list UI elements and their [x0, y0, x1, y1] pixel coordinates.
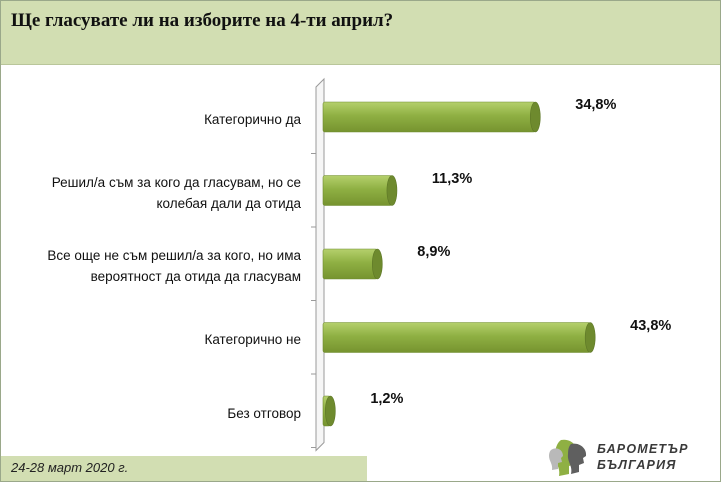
barometer-bulgaria-logo: БАРОМЕТЪР БЪЛГАРИЯ [549, 436, 717, 478]
footer-band: 24-28 март 2020 г. [1, 456, 367, 481]
bar-body [322, 101, 536, 133]
value-label: 8,9% [417, 244, 451, 260]
value-label: 34,8% [575, 97, 617, 113]
bar-end-cap [386, 175, 398, 206]
survey-date: 24-28 март 2020 г. [11, 460, 129, 475]
bar-4 [322, 322, 596, 353]
bar-5 [322, 395, 336, 427]
bar-end-cap [529, 101, 541, 133]
bar-end-cap [371, 248, 383, 280]
bar-body [322, 322, 591, 353]
category-label: Без отговор [227, 405, 301, 421]
category-label: Категорично не [204, 332, 301, 347]
bar-3 [322, 248, 383, 280]
bar-body [322, 248, 378, 280]
bar-end-cap [584, 322, 596, 353]
value-label: 43,8% [630, 317, 672, 334]
value-label: 1,2% [370, 391, 404, 407]
bar-2 [322, 175, 398, 206]
logo-text-line1: БАРОМЕТЪР [597, 442, 689, 456]
logo-text-line2: БЪЛГАРИЯ [597, 458, 677, 472]
bar-1 [322, 101, 541, 133]
logo-heads-icon [549, 439, 587, 476]
header-band: Ще гласувате ли на изборите на 4-ти апри… [1, 1, 720, 65]
value-label: 11,3% [431, 170, 473, 187]
bar-end-cap [325, 395, 336, 427]
category-label: Категорично да [204, 111, 301, 127]
axis-wall [315, 77, 325, 452]
bar-body [322, 175, 393, 206]
category-label: Решил/а съм за кого да гласувам, но се к… [51, 174, 301, 211]
chart-title: Ще гласувате ли на изборите на 4-ти апри… [11, 10, 394, 31]
category-label: Все още не съм решил/а за кого, но има в… [47, 248, 301, 284]
